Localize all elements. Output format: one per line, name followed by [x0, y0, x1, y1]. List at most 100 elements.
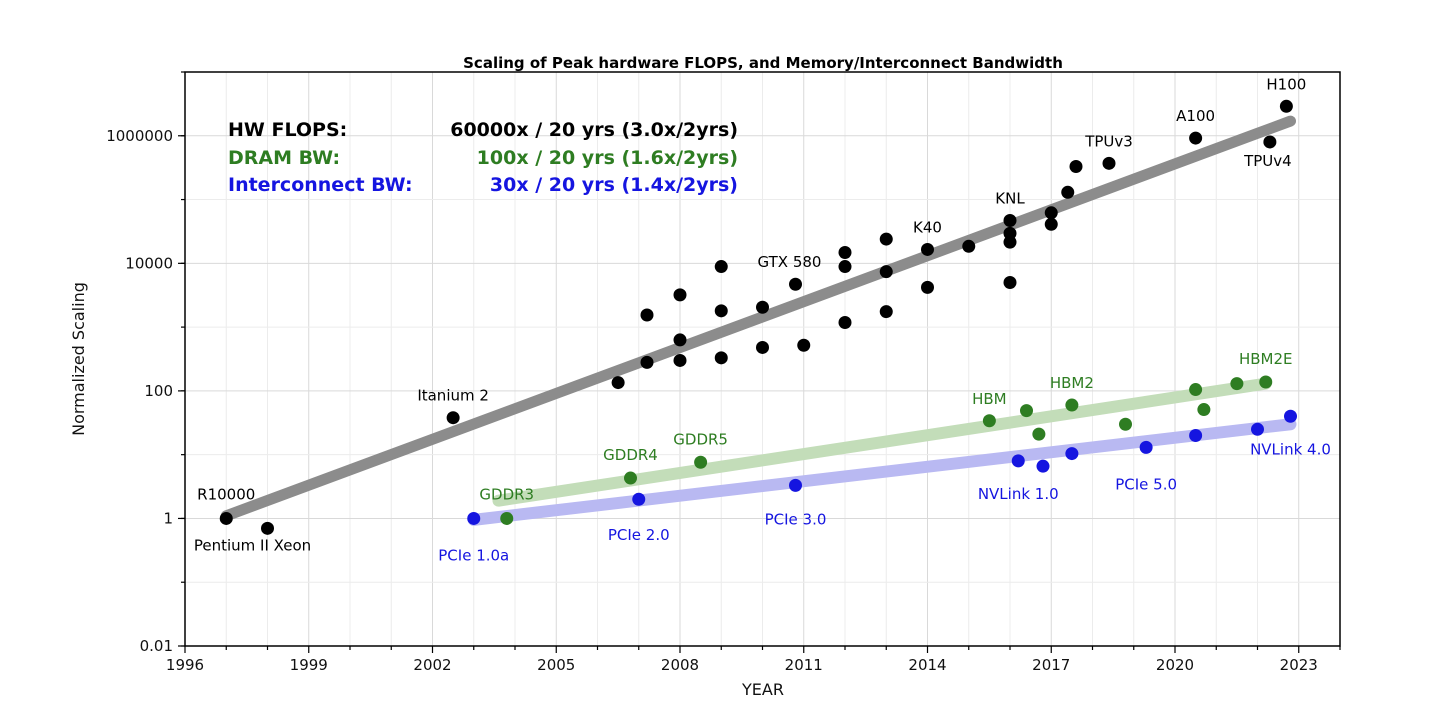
- point-label: Pentium II Xeon: [194, 536, 311, 554]
- x-tick-label: 2020: [1156, 656, 1194, 674]
- interconnect_bw-point: [1011, 454, 1025, 468]
- y-tick-label: 1: [163, 509, 173, 527]
- hw_flops-point: [879, 232, 893, 246]
- summary-value: 60000x / 20 yrs (3.0x/2yrs): [450, 119, 738, 141]
- dram_bw-point: [1119, 417, 1132, 431]
- hw_flops-point: [673, 288, 687, 302]
- x-tick-label: 2005: [537, 656, 575, 674]
- hw_flops-point: [1003, 226, 1017, 240]
- dram_bw-point: [1197, 403, 1211, 417]
- hw_flops-point: [1189, 131, 1203, 145]
- summary-value: 100x / 20 yrs (1.6x/2yrs): [477, 147, 738, 169]
- dram_bw-point: [1020, 404, 1033, 418]
- hw_flops-point: [1003, 213, 1017, 227]
- point-label: HBM2: [1050, 374, 1094, 392]
- y-tick-label: 100: [144, 382, 173, 400]
- point-label: PCIe 3.0: [765, 510, 827, 528]
- hw_flops-point: [1003, 276, 1017, 290]
- dram_bw-point: [1230, 377, 1244, 391]
- y-tick-label: 0.01: [140, 637, 173, 655]
- dram_bw-point: [500, 511, 514, 525]
- hw_flops-point: [611, 376, 625, 390]
- hw_flops-trend-line: [220, 115, 1296, 522]
- hw_flops-point: [261, 521, 274, 535]
- x-tick-label: 2017: [1032, 656, 1070, 674]
- point-labels: R10000 Pentium II Xeon Itanium 2 GTX 580 K40…: [194, 75, 1331, 564]
- data-points: [219, 99, 1297, 535]
- hw_flops-point: [714, 260, 728, 274]
- grid-lines: [184, 71, 1341, 647]
- point-label: GDDR5: [673, 430, 728, 448]
- point-label: PCIe 2.0: [608, 526, 670, 544]
- x-tick-label: 2002: [413, 656, 451, 674]
- point-label: NVLink 1.0: [978, 485, 1059, 503]
- x-axis-label: YEAR: [741, 680, 784, 699]
- summary-label: Interconnect BW:: [228, 174, 413, 196]
- summary-value: 30x / 20 yrs (1.4x/2yrs): [490, 174, 738, 196]
- hw_flops-point: [921, 280, 934, 294]
- hw_flops-point: [838, 260, 852, 274]
- axes: 1996 1999 2002 2005 2008 2011 2014 2017 2020 2023…: [106, 71, 1341, 674]
- interconnect_bw-trend-line: [467, 418, 1297, 526]
- interconnect_bw-point: [467, 511, 481, 525]
- interconnect_bw-point: [789, 478, 802, 492]
- hw_flops-point: [446, 411, 460, 425]
- interconnect_bw-point: [632, 492, 646, 506]
- hw_flops-point: [756, 300, 769, 314]
- interconnect_bw-point: [1065, 447, 1079, 461]
- hw_flops-point: [673, 353, 687, 367]
- hw_flops-point: [962, 239, 976, 253]
- hw_flops-point: [673, 333, 687, 347]
- point-label: PCIe 1.0a: [438, 546, 509, 564]
- hw_flops-point: [879, 305, 893, 319]
- summary-label: DRAM BW:: [228, 147, 340, 169]
- hw_flops-point: [1044, 217, 1058, 231]
- x-tick-label: 1999: [290, 656, 328, 674]
- dram_bw-point: [1189, 383, 1203, 397]
- hw_flops-point: [879, 265, 893, 279]
- hw_flops-point: [219, 511, 233, 525]
- hw_flops-point: [640, 308, 654, 322]
- x-tick-label: 1996: [166, 656, 204, 674]
- hw_flops-point: [714, 351, 728, 365]
- x-tick-label: 2023: [1280, 656, 1318, 674]
- interconnect_bw-point: [1284, 409, 1297, 423]
- dram_bw-point: [694, 455, 708, 469]
- hw_flops-point: [838, 316, 852, 330]
- y-tick-label: 10000: [125, 254, 173, 272]
- point-label: KNL: [995, 189, 1025, 207]
- point-label: TPUv3: [1084, 132, 1133, 150]
- point-label: GDDR4: [603, 446, 658, 464]
- hw_flops-point: [789, 277, 802, 291]
- summary-box: HW FLOPS: 60000x / 20 yrs (3.0x/2yrs) DRAM…: [228, 119, 738, 196]
- point-label: R10000: [197, 485, 255, 503]
- hw_flops-point: [1102, 156, 1116, 170]
- summary-label: HW FLOPS:: [228, 119, 347, 141]
- x-tick-label: 2008: [661, 656, 699, 674]
- dram_bw-point: [1032, 427, 1046, 441]
- hw_flops-point: [1061, 185, 1075, 199]
- y-tick-label: 1000000: [106, 127, 173, 145]
- interconnect_bw-point: [1036, 459, 1050, 473]
- x-tick-label: 2011: [785, 656, 823, 674]
- point-label: GTX 580: [758, 253, 822, 271]
- point-label: K40: [913, 218, 942, 236]
- point-label: Itanium 2: [417, 387, 489, 405]
- hw_flops-point: [1044, 206, 1058, 220]
- dram_bw-point: [982, 414, 996, 428]
- point-label: HBM: [972, 390, 1007, 408]
- hw_flops-point: [714, 304, 728, 318]
- interconnect_bw-point: [1251, 422, 1264, 436]
- hw_flops-point: [921, 242, 934, 256]
- point-label: NVLink 4.0: [1250, 440, 1331, 458]
- hw_flops-point: [797, 338, 811, 352]
- point-label: PCIe 5.0: [1115, 475, 1177, 493]
- point-label: A100: [1176, 107, 1215, 125]
- dram_bw-point: [1259, 375, 1273, 389]
- hw_flops-point: [1279, 99, 1293, 113]
- hw_flops-point: [838, 245, 852, 259]
- hw_flops-point: [640, 355, 654, 369]
- dram_bw-point: [1065, 398, 1079, 412]
- point-label: TPUv4: [1243, 152, 1292, 170]
